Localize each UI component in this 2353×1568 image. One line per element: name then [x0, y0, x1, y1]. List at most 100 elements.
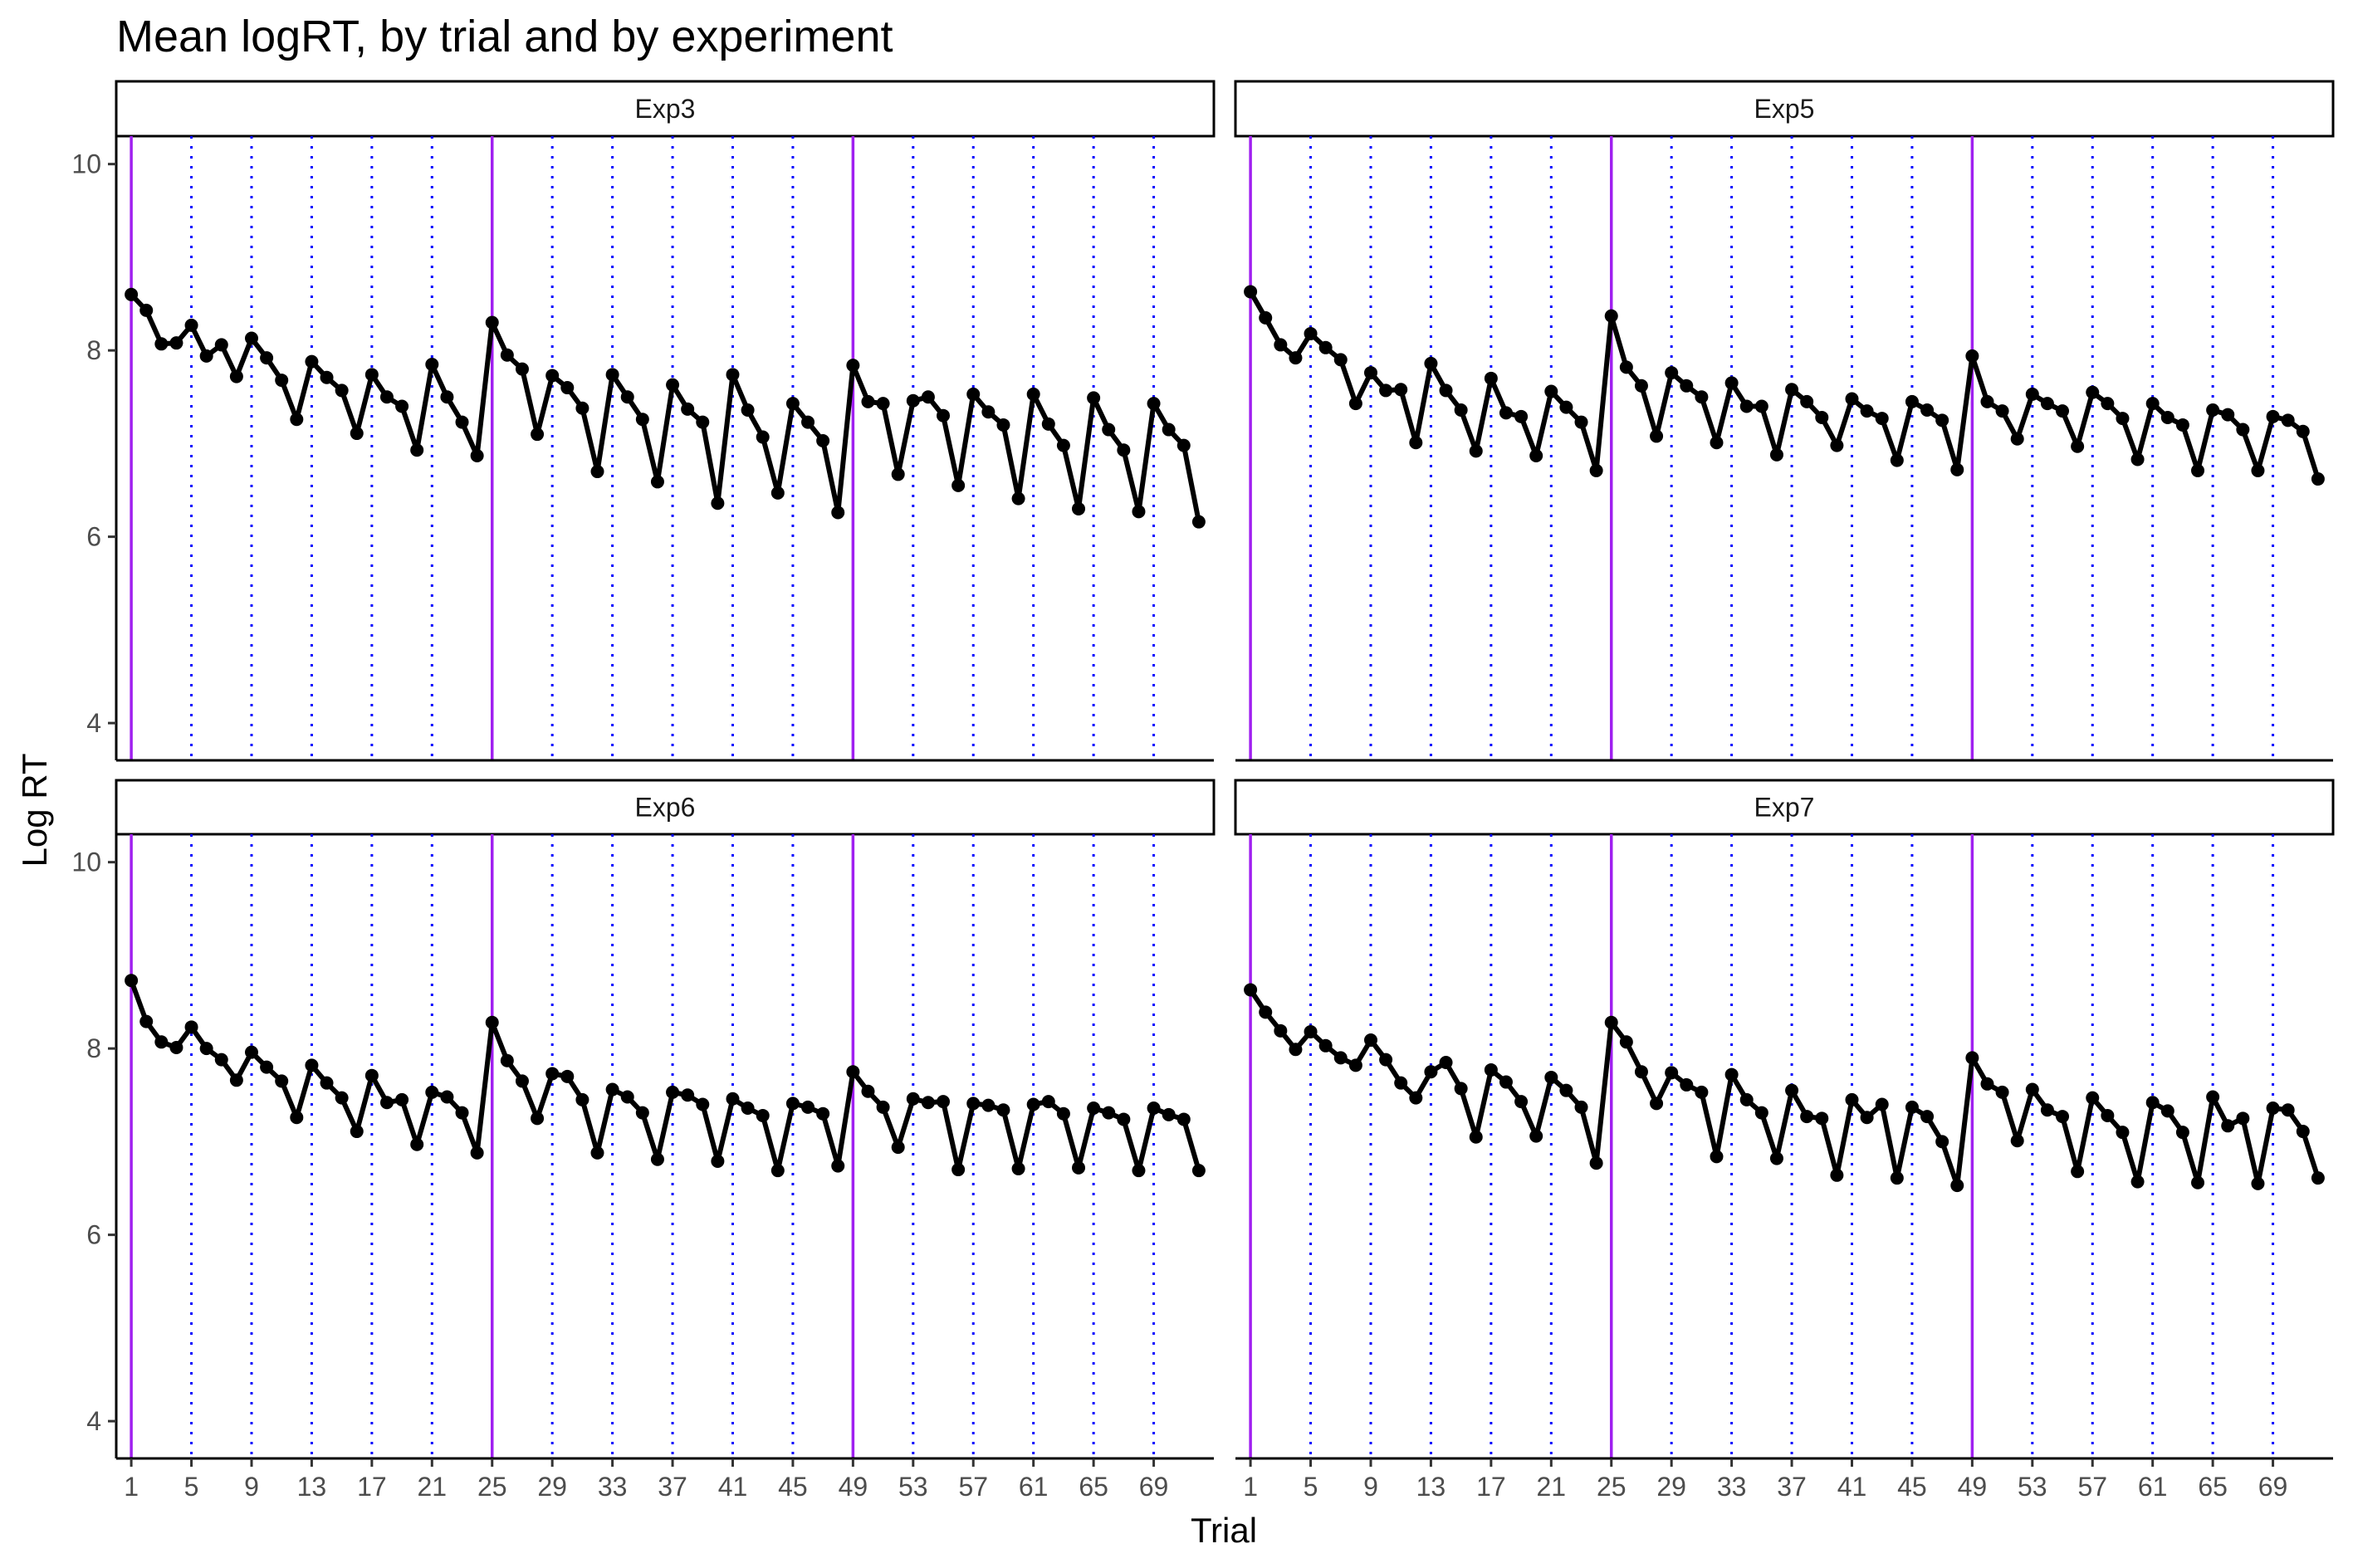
strip-label: Exp7 [1754, 793, 1815, 823]
data-point [320, 1076, 334, 1090]
data-point [1710, 1150, 1724, 1164]
data-point [485, 1015, 499, 1029]
data-point [1680, 379, 1694, 393]
data-point [2086, 385, 2100, 399]
data-point [2236, 1111, 2250, 1126]
data-point [1379, 383, 1393, 398]
data-point [1995, 1085, 2009, 1099]
data-point [229, 369, 243, 383]
data-point [350, 1125, 364, 1139]
data-point [801, 1100, 815, 1114]
data-point [2251, 1176, 2265, 1190]
data-point [2130, 1175, 2145, 1189]
data-point [1318, 340, 1333, 354]
x-tick-label: 29 [1656, 1472, 1686, 1502]
data-point [846, 1065, 860, 1079]
data-point [696, 1097, 710, 1111]
data-point [2086, 1091, 2100, 1105]
data-point [1176, 1112, 1191, 1126]
data-point [1041, 1095, 1055, 1109]
data-point [981, 1098, 996, 1112]
data-point [1424, 356, 1438, 370]
data-point [1424, 1065, 1438, 1079]
data-point [1589, 1156, 1603, 1170]
data-point [260, 1060, 274, 1074]
data-point [1935, 1135, 1949, 1149]
data-point [861, 394, 875, 408]
x-tick-label: 45 [1897, 1472, 1927, 1502]
data-point [1026, 387, 1040, 401]
data-point [981, 405, 996, 419]
data-point [500, 348, 514, 362]
data-point [305, 1058, 319, 1072]
data-point [1965, 349, 1979, 363]
x-tick-label: 45 [778, 1472, 808, 1502]
data-point [1454, 403, 1468, 417]
data-point [545, 369, 560, 383]
data-point [2130, 452, 2145, 466]
data-point [620, 390, 634, 404]
x-tick-label: 9 [1363, 1472, 1378, 1502]
data-point [184, 318, 198, 332]
data-point [1739, 1092, 1754, 1106]
x-tick-label: 65 [2198, 1472, 2228, 1502]
data-point [2221, 1119, 2235, 1133]
data-point [440, 390, 454, 404]
data-point [425, 357, 439, 371]
data-point [2145, 397, 2160, 411]
data-point [1845, 1092, 1859, 1106]
data-point [1484, 371, 1498, 385]
data-point [951, 478, 966, 492]
data-point [1920, 403, 1935, 417]
data-point [1409, 1091, 1423, 1105]
data-point [455, 1106, 469, 1120]
data-point [1890, 453, 1904, 467]
data-point [199, 1042, 213, 1056]
panels-group: Exp3 4 6 8 10 Exp5 Exp6 4 6 8 10 1 5 9 13 17 21 25 29 33 37 4… [71, 80, 2335, 1502]
x-tick-label: 49 [1958, 1472, 1988, 1502]
x-tick-label: 9 [244, 1472, 259, 1502]
panel-exp7: Exp7 1 5 9 13 17 21 25 29 33 37 41 45 49 53 57 61 65 69 [1234, 779, 2335, 1502]
data-point [2160, 1104, 2174, 1118]
data-point [1574, 415, 1588, 429]
data-point [1117, 443, 1131, 457]
data-point [350, 427, 364, 441]
data-point [470, 1145, 484, 1160]
data-point [1087, 1101, 1101, 1115]
data-point [1920, 1110, 1935, 1124]
data-point [1650, 1097, 1664, 1111]
data-point [1860, 1111, 1874, 1125]
data-point [635, 1106, 649, 1120]
data-point [290, 1111, 304, 1125]
data-point [696, 415, 710, 429]
data-point [770, 486, 785, 500]
data-point [785, 1097, 800, 1111]
data-point [320, 370, 334, 384]
data-point [906, 393, 920, 408]
data-point [1469, 444, 1483, 458]
data-point [1965, 1051, 1979, 1065]
data-point [1875, 412, 1889, 426]
data-point [229, 1073, 243, 1087]
data-point [2191, 1175, 2205, 1189]
data-point [1980, 1077, 1994, 1091]
data-point [1132, 505, 1146, 519]
data-point [1815, 1111, 1829, 1126]
data-point [1041, 417, 1055, 431]
data-point [891, 1141, 905, 1155]
y-tick-label: 10 [71, 149, 101, 179]
series-line [129, 292, 1201, 523]
data-point [1499, 1075, 1513, 1089]
y-tick-label: 10 [71, 848, 101, 877]
data-point [726, 368, 740, 382]
x-tick-label: 1 [1243, 1472, 1258, 1502]
data-point [2296, 424, 2310, 438]
strip-label: Exp5 [1754, 94, 1815, 124]
x-tick-label: 41 [718, 1472, 748, 1502]
data-point [937, 408, 951, 423]
data-point [996, 1103, 1010, 1117]
data-point [395, 1092, 409, 1106]
x-tick-label: 49 [839, 1472, 868, 1502]
data-point [785, 397, 800, 411]
